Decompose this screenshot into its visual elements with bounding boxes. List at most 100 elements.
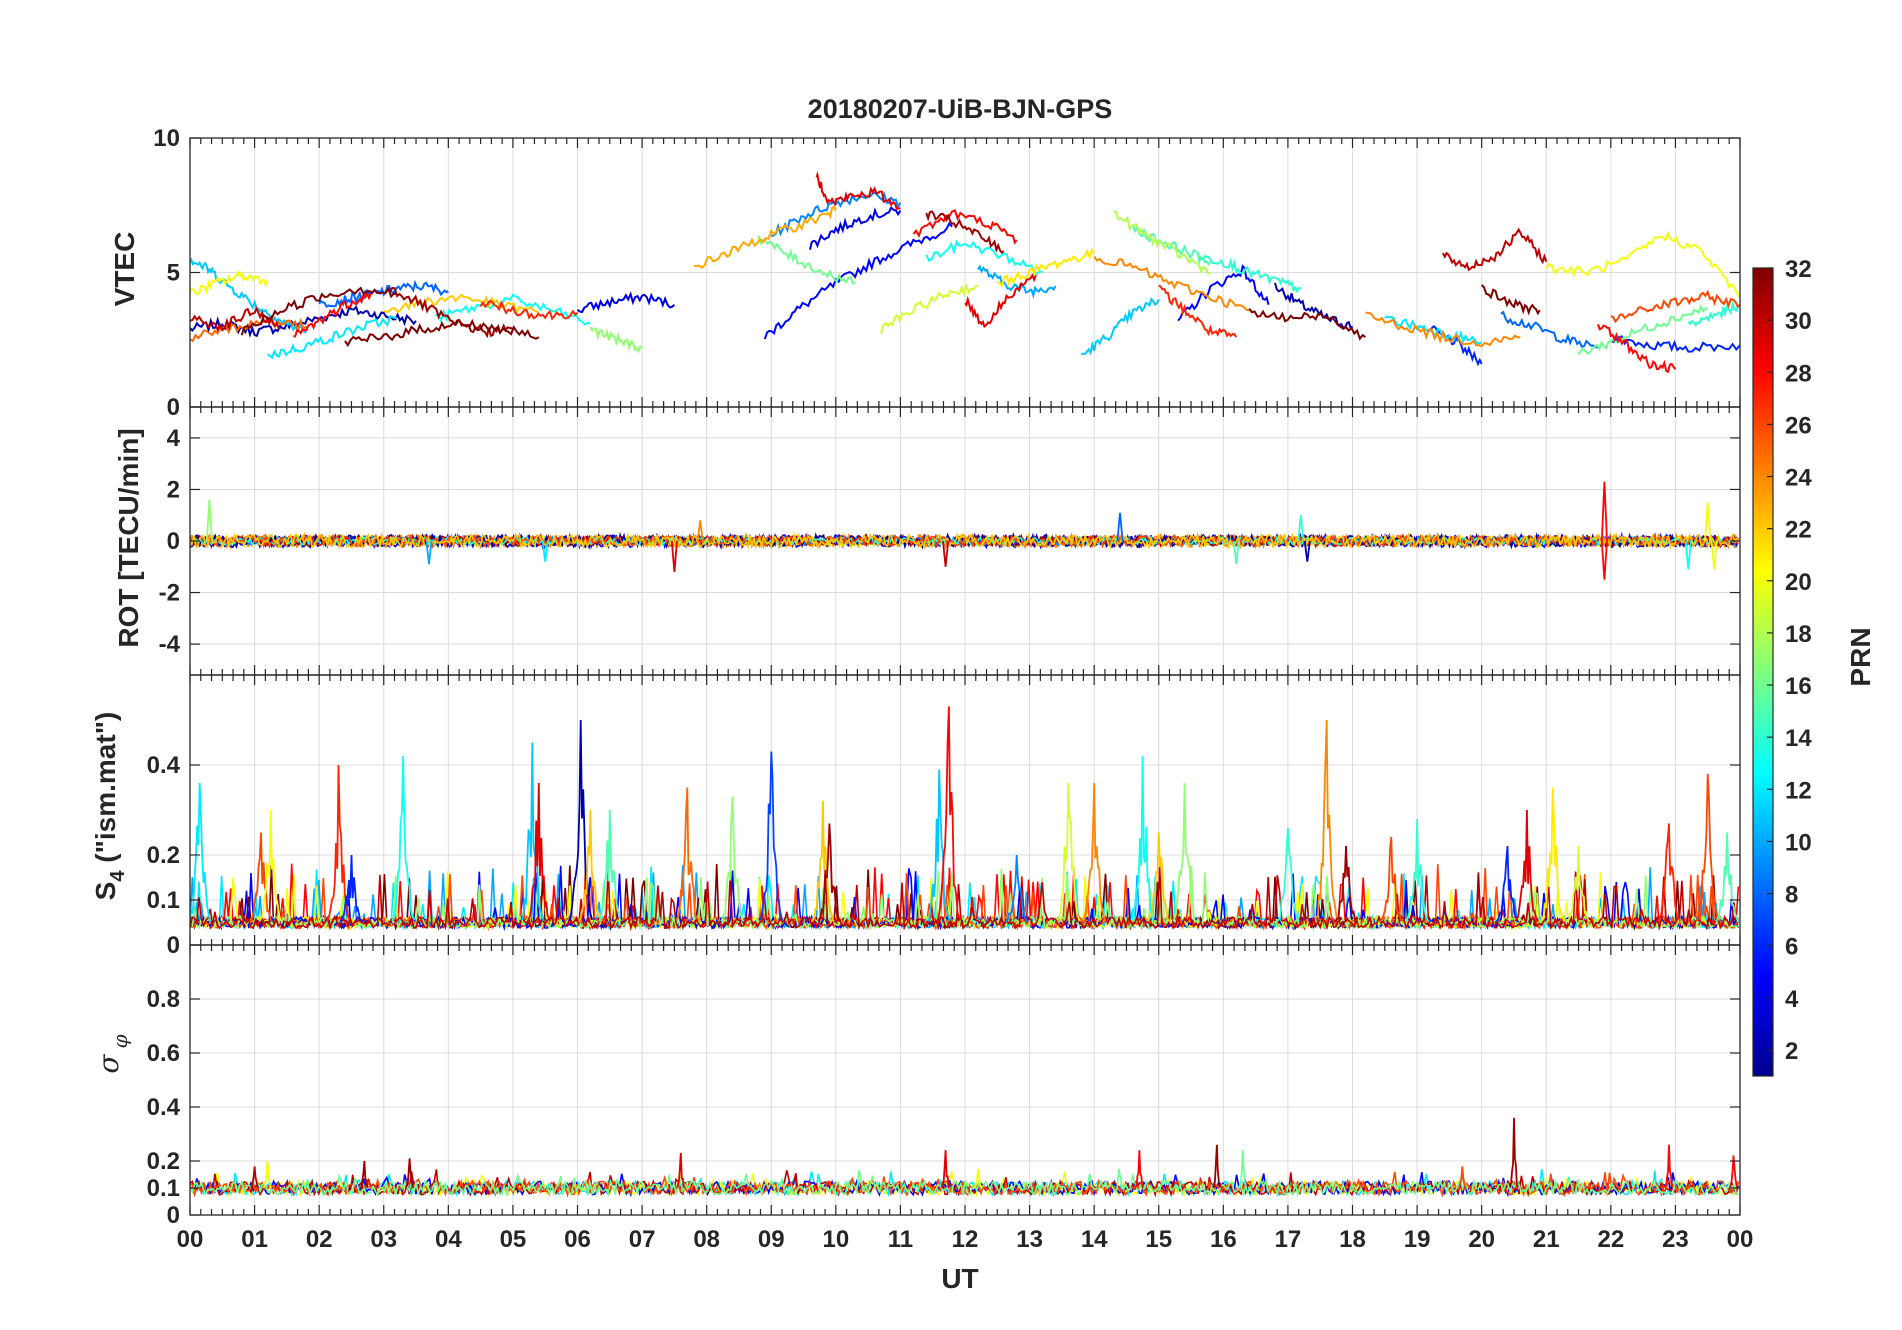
sigma-phi-ylabel: σφ (92, 1034, 132, 1073)
y-tick-label: 5 (167, 260, 180, 287)
sigma-series-line (190, 1168, 1739, 1198)
s4-peak (520, 742, 545, 922)
vtec-series-line (925, 210, 1005, 255)
x-tick-label: 22 (1597, 1226, 1624, 1253)
y-tick-label: 0.4 (147, 752, 181, 779)
vtec-series-line (1610, 289, 1740, 324)
x-tick-label: 23 (1662, 1226, 1689, 1253)
sigma-peak (1457, 1166, 1467, 1189)
colorbar-label: PRN (1845, 627, 1876, 686)
sigma-peak (1728, 1155, 1739, 1188)
s4-peak (1495, 845, 1520, 923)
s4-peak (249, 832, 273, 922)
x-tick-label: 17 (1275, 1226, 1302, 1253)
s4-peak (759, 751, 784, 921)
s4-peak (568, 719, 593, 922)
s4-peak (339, 854, 364, 923)
vtec-series-line (1480, 284, 1541, 316)
s4-series-line (190, 866, 1739, 932)
y-tick-label: 0.6 (147, 1040, 180, 1067)
vtec-series-line (1610, 335, 1740, 353)
y-tick-label: -4 (159, 631, 181, 658)
x-tick-label: 18 (1339, 1226, 1366, 1253)
vtec-series-line (693, 205, 837, 270)
x-tick-label: 05 (500, 1226, 527, 1253)
s4-peak (1695, 773, 1720, 922)
figure-title: 20180207-UiB-BJN-GPS (808, 94, 1113, 124)
s4-panel: 0 0.1 0.2 0.4 (147, 674, 1741, 959)
s4-ylabel: S4 ("ism.mat") (90, 712, 129, 901)
y-tick-label: 0.4 (147, 1094, 181, 1121)
vtec-series-line (190, 269, 269, 296)
x-tick-label: 08 (693, 1226, 720, 1253)
vtec-series-line (815, 170, 901, 210)
s4-peak (1566, 845, 1591, 923)
s4-ylabel-rest: ("ism.mat") (90, 712, 121, 871)
sigma-peak (359, 1160, 370, 1189)
sigma-peak (262, 1160, 273, 1189)
x-tick-label: 09 (758, 1226, 785, 1253)
colorbar-tick-label: 4 (1785, 986, 1799, 1013)
x-tick-label: 16 (1210, 1226, 1237, 1253)
x-axis-title: UT (941, 1263, 978, 1294)
s4-peak (1130, 755, 1155, 921)
vtec-series-line (1500, 310, 1599, 349)
rot-spike (1600, 481, 1608, 542)
series-group (190, 1117, 1740, 1198)
colorbar-tick-label: 22 (1785, 517, 1812, 544)
colorbar-tick-label: 14 (1785, 725, 1812, 752)
s4-peak (578, 809, 603, 923)
vtec-series-line (293, 291, 372, 338)
vtec-series-line (925, 239, 1043, 276)
x-tick-label: 01 (241, 1226, 268, 1253)
vtec-series-line (1545, 230, 1740, 298)
s4-peak (936, 706, 961, 921)
y-tick-label: 4 (167, 425, 181, 452)
colorbar-tick-label: 10 (1785, 829, 1812, 856)
s4-peak (1056, 782, 1081, 922)
y-tick-label: 0 (167, 394, 180, 421)
vtec-series-line (1113, 210, 1211, 276)
sigma-peak (250, 1166, 260, 1189)
colorbar-tick-label: 32 (1785, 256, 1812, 283)
series-group (190, 706, 1740, 932)
vtec-series-line (1442, 227, 1548, 272)
vtec-series-line (1093, 255, 1250, 312)
y-tick-label: 0.2 (147, 842, 180, 869)
vtec-series-line (1274, 282, 1354, 331)
y-tick-label: -2 (159, 580, 180, 607)
rot-spike (1116, 512, 1124, 542)
colorbar-tick-label: 6 (1785, 934, 1798, 961)
sigma-peak (1664, 1144, 1674, 1188)
y-tick-label: 2 (167, 476, 180, 503)
s4-series-line (190, 865, 1739, 931)
sigma-peak (1509, 1117, 1519, 1188)
sigma-phi-panel: 00.10.2 0.4 0.6 0.8 (147, 944, 1741, 1229)
x-tick-label: 07 (629, 1226, 656, 1253)
vtec-series-line (809, 205, 902, 250)
y-tick-label: 0 (167, 528, 180, 555)
sigma-ylabel-sub: φ (108, 1034, 132, 1048)
rot-spike (541, 540, 549, 562)
s4-peak (1082, 782, 1107, 922)
vtec-series-line (912, 208, 1018, 245)
vtec-series-line (1429, 325, 1483, 367)
tick-marks (189, 407, 1741, 675)
series-group (190, 170, 1740, 374)
vtec-series-line (1080, 297, 1160, 356)
rot-spike (670, 540, 678, 572)
s4-peak (675, 787, 700, 922)
vtec-series-line (977, 264, 1057, 299)
sigma-peak (676, 1152, 686, 1189)
vtec-series-line (1158, 284, 1238, 338)
vtec-series-line (996, 247, 1096, 288)
y-tick-label: 10 (153, 125, 180, 152)
rot-series-line (190, 531, 1739, 551)
x-tick-label: 10 (822, 1226, 849, 1253)
vtec-series-line (1196, 251, 1302, 294)
s4-peak (1334, 845, 1358, 923)
rot-spike (1600, 540, 1608, 580)
s4-peak (1275, 827, 1300, 923)
rot-spike (942, 540, 950, 567)
